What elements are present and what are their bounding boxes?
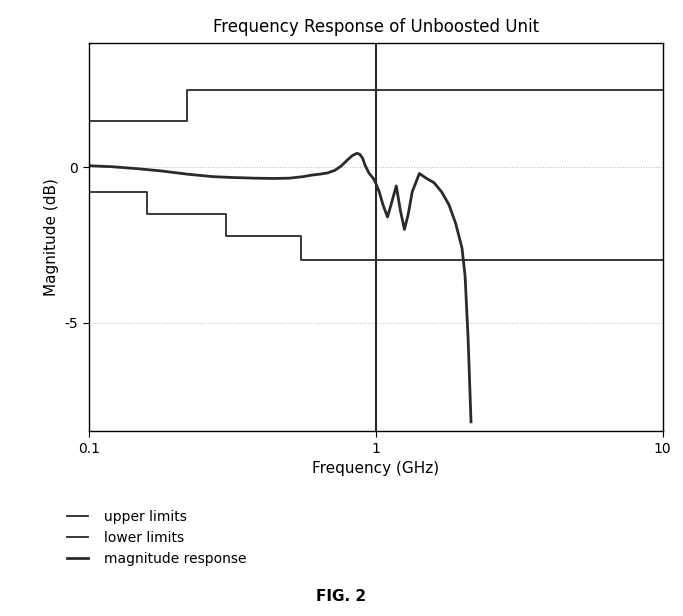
Title: Frequency Response of Unboosted Unit: Frequency Response of Unboosted Unit — [212, 18, 539, 36]
X-axis label: Frequency (GHz): Frequency (GHz) — [312, 461, 439, 476]
Legend: upper limits, lower limits, magnitude response: upper limits, lower limits, magnitude re… — [61, 504, 253, 571]
Y-axis label: Magnitude (dB): Magnitude (dB) — [44, 178, 59, 296]
Text: FIG. 2: FIG. 2 — [316, 589, 367, 604]
